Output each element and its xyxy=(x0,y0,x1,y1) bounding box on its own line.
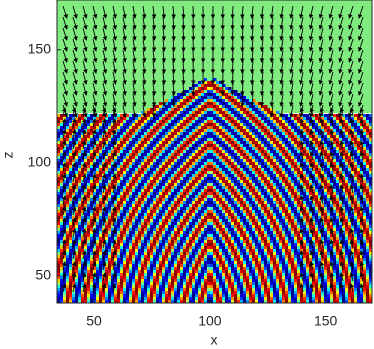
plot-area xyxy=(57,0,373,304)
y-tick-label: 50 xyxy=(35,267,51,283)
x-axis-label: x xyxy=(211,332,218,348)
y-axis-label: z xyxy=(0,152,16,159)
x-tick-label: 50 xyxy=(86,313,102,329)
x-tick-label: 150 xyxy=(314,313,338,329)
y-tick-label: 150 xyxy=(28,40,52,56)
y-tick-label: 100 xyxy=(28,154,52,170)
x-tick-label: 100 xyxy=(198,313,222,329)
